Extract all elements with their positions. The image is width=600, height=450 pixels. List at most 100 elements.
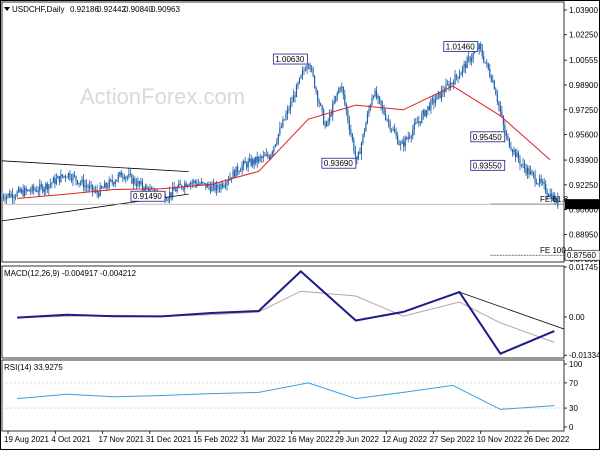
candle-body <box>511 149 514 153</box>
candle-body <box>48 184 50 190</box>
price-tick-label: 0.90600 <box>569 206 598 215</box>
candle-body <box>108 180 110 188</box>
current-price-marker: 0.90963 <box>2 199 600 210</box>
candle-body <box>67 172 70 178</box>
candle-body <box>348 120 350 130</box>
candle-body <box>425 109 427 117</box>
candle-body <box>114 181 116 185</box>
candle-body <box>466 58 468 69</box>
price-tick-label: 0.93900 <box>569 156 598 165</box>
candle-body <box>54 178 56 184</box>
candle-body <box>483 56 485 63</box>
candle-body <box>338 88 340 94</box>
candle-body <box>203 182 205 184</box>
candle-body <box>330 113 332 116</box>
candle-body <box>507 136 509 139</box>
candle-body <box>362 133 364 144</box>
candle-body <box>137 181 139 186</box>
candle-body <box>427 106 429 110</box>
candle-body <box>96 189 98 194</box>
candle-body <box>70 178 73 181</box>
candle-body <box>384 114 387 120</box>
candle-body <box>200 181 202 185</box>
candle-body <box>403 141 405 147</box>
candle-body <box>309 64 311 70</box>
candle-body <box>499 105 501 112</box>
candle-body <box>487 63 489 69</box>
candle-body <box>212 183 215 186</box>
candle-body <box>516 152 518 158</box>
candle-body <box>40 184 42 187</box>
candle-body <box>98 193 100 196</box>
price-tick-label: 0.92250 <box>569 181 598 190</box>
candle-body <box>255 156 257 164</box>
candle-body <box>446 84 449 86</box>
candle-body <box>510 147 512 150</box>
macd-tick-label: 0.01745 <box>569 263 598 272</box>
candle-body <box>392 129 394 131</box>
candle-body <box>211 185 213 192</box>
rsi-axis: 100 70 30 0 <box>2 360 583 432</box>
ohlc-low: 0.90840 <box>124 5 153 14</box>
candle-body <box>283 119 286 121</box>
candle-body <box>419 121 421 123</box>
candle-body <box>102 187 104 189</box>
candle-body <box>14 196 17 198</box>
candle-body <box>415 122 417 124</box>
candle-body <box>39 184 41 192</box>
candle-body <box>433 98 435 104</box>
macd-panel <box>1 265 565 359</box>
candle-body <box>397 135 399 144</box>
candle-body <box>529 171 532 175</box>
candle-body <box>359 152 361 155</box>
candle-body <box>301 70 304 76</box>
candle-body <box>353 139 355 152</box>
price-tick-label: 0.88950 <box>569 230 598 239</box>
candle-body <box>400 143 402 145</box>
candle-body <box>445 84 447 92</box>
candle-body <box>442 90 444 93</box>
candle-body <box>332 103 334 116</box>
price-label: 1.00630 <box>275 55 304 64</box>
price-label: 0.95450 <box>473 133 502 142</box>
candle-body <box>304 69 307 71</box>
rsi-tick-label: 70 <box>569 379 578 388</box>
candle-body <box>413 123 415 130</box>
candle-body <box>49 183 51 185</box>
candle-body <box>324 124 326 127</box>
candle-body <box>312 68 314 76</box>
candle-body <box>409 136 411 138</box>
candle-body <box>129 174 131 175</box>
candle-body <box>356 156 358 160</box>
candle-body <box>27 189 29 191</box>
candle-body <box>78 182 80 184</box>
candle-body <box>321 105 323 111</box>
candle-body <box>335 96 337 102</box>
trendline-upper <box>1 160 189 173</box>
dropdown-triangle-icon[interactable] <box>4 7 10 11</box>
candle-body <box>292 95 295 102</box>
price-label-box <box>130 190 166 202</box>
price-tick-label: 1.02250 <box>569 31 598 40</box>
candle-body <box>221 183 224 187</box>
candle-body <box>116 179 118 182</box>
candle-body <box>81 179 83 183</box>
current-price-label: 0.90963 <box>567 200 596 209</box>
candle-body <box>412 129 414 137</box>
candle-body <box>365 122 367 132</box>
candle-body <box>226 181 228 186</box>
date-tick-label: 29 Jun 2022 <box>335 435 380 444</box>
candle-body <box>64 175 67 178</box>
candle-body <box>21 189 23 193</box>
candle-body <box>223 185 225 187</box>
rsi-panel <box>1 359 565 432</box>
candle-body <box>543 182 545 184</box>
candle-body <box>117 174 119 180</box>
candle-body <box>380 100 382 106</box>
date-tick-label: 4 Oct 2021 <box>51 435 91 444</box>
price-tick-label: 0.98900 <box>569 81 598 90</box>
chart-title: USDCHF,Daily 0.92186 0.92442 0.90840 0.9… <box>4 5 180 14</box>
candle-body <box>238 171 240 173</box>
candle-body <box>66 177 68 179</box>
symbol-title: USDCHF,Daily <box>12 5 64 14</box>
